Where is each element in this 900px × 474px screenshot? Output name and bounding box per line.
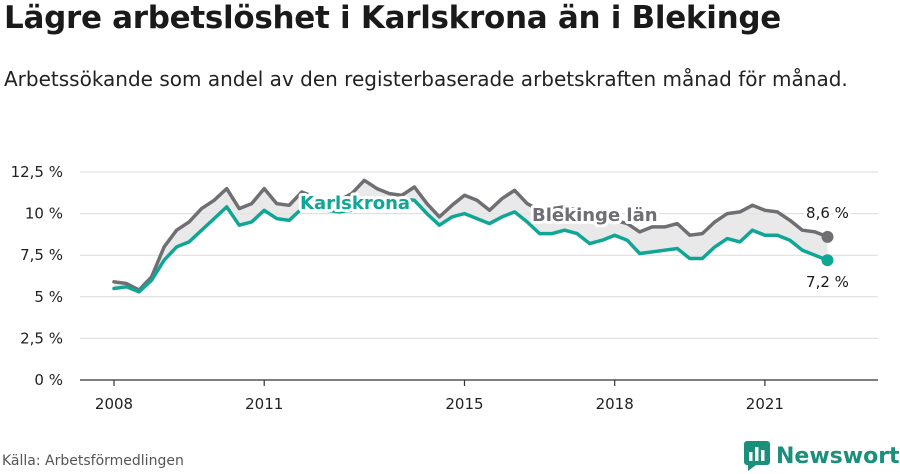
x-tick-label: 2021 <box>746 395 784 413</box>
y-axis-ticks: 0 % 2,5 % 5 % 7,5 % 10 % 12,5 % <box>11 163 63 389</box>
y-tick-label: 10 % <box>25 205 63 223</box>
end-label-karlskrona: 7,2 % <box>806 273 849 291</box>
x-axis-ticks: 2008 2011 2015 2018 2021 <box>95 380 784 413</box>
end-point-blekinge <box>821 230 834 243</box>
x-tick-label: 2018 <box>596 395 634 413</box>
y-tick-label: 5 % <box>34 288 63 306</box>
difference-area <box>114 180 828 292</box>
difference-band <box>114 180 828 292</box>
brand-logo[interactable]: Newsworthy <box>744 441 900 471</box>
line-chart: 0 %2,5 %5 %7,5 %10 %12,5 % 2008 2011 2015 2… <box>11 163 878 413</box>
brand-name: Newsworthy <box>776 443 900 469</box>
series-line-karlskrona <box>112 196 830 294</box>
series-label-blekinge: Blekinge län <box>532 205 658 226</box>
y-tick-label: 2,5 % <box>20 329 63 347</box>
grid-lines <box>80 171 878 339</box>
chart-subtitle: Arbetssökande som andel av den registerb… <box>4 67 848 91</box>
series-lines <box>112 178 834 294</box>
chart-title: Lägre arbetslöshet i Karlskrona än i Ble… <box>4 0 781 36</box>
end-point-karlskrona <box>821 254 834 267</box>
bar-chart-logo-icon <box>744 441 770 471</box>
y-tick-label: 12,5 % <box>11 163 63 181</box>
series-label-karlskrona: Karlskrona <box>300 193 410 214</box>
x-tick-label: 2015 <box>445 395 483 413</box>
source-note: Källa: Arbetsförmedlingen <box>2 453 184 469</box>
series-line-blekinge <box>112 178 830 292</box>
x-tick-label: 2011 <box>245 395 283 413</box>
y-tick-label: 0 % <box>34 371 63 389</box>
end-label-blekinge: 8,6 % <box>806 204 849 222</box>
series-labels: Karlskrona Blekinge län 8,6 % 7,2 % <box>297 190 852 294</box>
y-tick-label: 7,5 % <box>20 246 63 264</box>
x-tick-label: 2008 <box>95 395 133 413</box>
